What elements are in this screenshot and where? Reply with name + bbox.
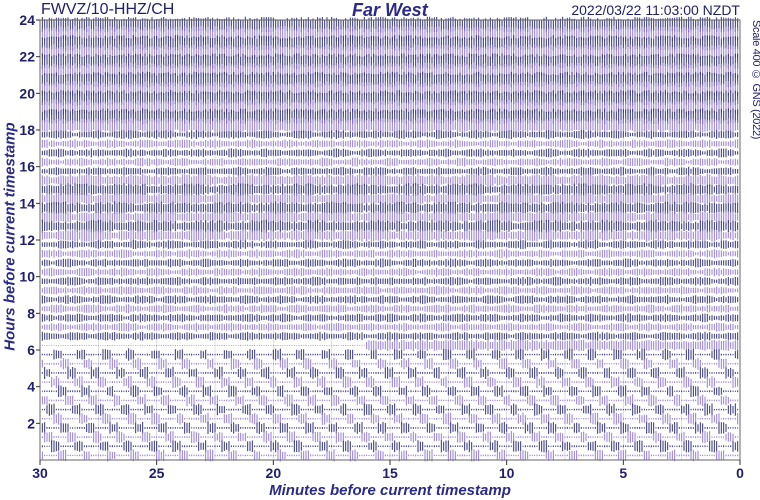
y-tick-label: 10 bbox=[19, 269, 35, 285]
y-tick-label: 12 bbox=[19, 232, 35, 248]
y-tick-label: 2 bbox=[27, 415, 35, 431]
y-tick-label: 20 bbox=[19, 85, 35, 101]
timestamp: 2022/03/22 11:03:00 NZDT bbox=[571, 2, 740, 18]
y-tick-label: 16 bbox=[19, 159, 35, 175]
y-axis-label: Hours before current timestamp bbox=[1, 122, 19, 351]
seismic-trace bbox=[39, 313, 739, 323]
seismic-trace bbox=[39, 249, 739, 259]
seismic-trace bbox=[39, 430, 739, 444]
seismic-trace bbox=[39, 228, 739, 242]
x-axis-ticks: 30 25 20 15 10 5 0 bbox=[32, 460, 744, 481]
y-tick-label: 6 bbox=[27, 342, 35, 358]
y-tick-label: 24 bbox=[19, 12, 35, 28]
y-tick-label: 4 bbox=[27, 379, 35, 395]
seismic-trace bbox=[39, 366, 739, 380]
seismic-trace bbox=[39, 130, 739, 140]
y-tick-label: 14 bbox=[19, 195, 35, 211]
x-tick-label: 0 bbox=[736, 465, 744, 481]
y-tick-label: 8 bbox=[27, 305, 35, 321]
seismic-trace bbox=[39, 210, 739, 224]
seismic-trace bbox=[39, 166, 739, 176]
seismic-trace bbox=[39, 157, 739, 167]
seismic-trace bbox=[39, 339, 739, 352]
scale-note: Scale 400 © GNS (2022) bbox=[750, 20, 760, 140]
seismic-trace bbox=[39, 276, 739, 286]
seismic-trace bbox=[39, 183, 739, 197]
trace-area bbox=[39, 16, 739, 462]
seismic-trace bbox=[39, 322, 739, 332]
x-tick-label: 10 bbox=[499, 465, 515, 481]
seismic-trace bbox=[39, 139, 739, 149]
seismic-trace bbox=[39, 148, 739, 158]
y-tick-label: 22 bbox=[19, 49, 35, 65]
seismic-trace bbox=[39, 258, 739, 268]
station-code: FWVZ/10-HHZ/CH bbox=[41, 1, 175, 18]
seismic-trace bbox=[39, 295, 739, 304]
x-tick-label: 5 bbox=[619, 465, 627, 481]
x-tick-label: 25 bbox=[149, 465, 165, 481]
x-tick-label: 15 bbox=[382, 465, 398, 481]
seismic-trace bbox=[39, 285, 739, 295]
seismic-trace bbox=[39, 403, 739, 416]
x-axis-label: Minutes before current timestamp bbox=[269, 482, 511, 499]
seismic-trace bbox=[39, 240, 739, 250]
y-tick-label: 18 bbox=[19, 122, 35, 138]
x-tick-label: 20 bbox=[266, 465, 282, 481]
seismic-trace bbox=[39, 304, 739, 314]
seismic-trace bbox=[39, 267, 739, 277]
seismic-trace bbox=[39, 331, 739, 341]
x-tick-label: 30 bbox=[32, 465, 48, 481]
chart-title: Far West bbox=[352, 0, 428, 20]
